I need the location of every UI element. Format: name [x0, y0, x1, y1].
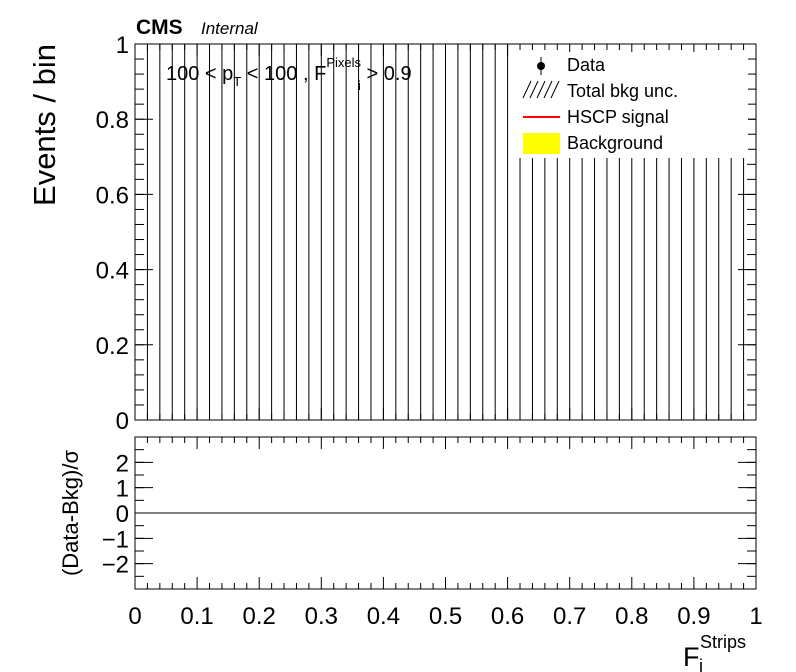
- legend-entry-signal: HSCP signal: [523, 107, 669, 127]
- y-tick-label: 1: [116, 32, 129, 59]
- x-axis-title-superscript: Strips: [700, 632, 746, 652]
- y-tick-label: 0.6: [96, 182, 129, 209]
- x-tick-label: 0.7: [553, 603, 586, 630]
- legend-entry-unc: Total bkg unc.: [522, 80, 678, 101]
- pixels-superscript: Pixels: [326, 55, 361, 70]
- x-tick-label: 0: [128, 603, 141, 630]
- legend-entry-data: Data: [537, 55, 606, 75]
- x-axis-title-subscript: i: [699, 656, 703, 672]
- ratio-y-axis-title: (Data-Bkg)/σ: [58, 450, 83, 576]
- hatch-swatch-icon: [522, 80, 560, 99]
- pixels-subscript: i: [358, 78, 361, 93]
- legend-label-unc: Total bkg unc.: [567, 81, 678, 101]
- selection-annotation: 100 < pT < 100 , FPixels > 0.9: [166, 55, 412, 89]
- x-tick-label: 1: [749, 603, 762, 630]
- legend-label-data: Data: [567, 55, 606, 75]
- legend-label-background: Background: [567, 133, 663, 153]
- main-y-axis-title: Events / bin: [27, 44, 62, 206]
- ratio-x-ticks: 0 0.1 0.2 0.3 0.4 0.5 0.6 0.7 0.8 0.9 1: [128, 437, 763, 630]
- y-tick-label: 0.8: [96, 107, 129, 134]
- x-tick-label: 0.1: [180, 603, 213, 630]
- experiment-label: CMS: [136, 16, 183, 39]
- ratio-y-tick-label: −1: [102, 526, 129, 553]
- y-tick-label: 0.4: [96, 258, 129, 285]
- ratio-y-tick-label: 2: [116, 450, 129, 477]
- pt-high-value: 100: [264, 63, 297, 85]
- x-tick-label: 0.5: [429, 603, 462, 630]
- data-marker-icon: [537, 62, 545, 70]
- y-tick-label: 0: [116, 408, 129, 435]
- main-y-ticks: 0 0.2 0.4 0.6 0.8 1: [96, 32, 756, 435]
- pt-low-value: 100: [166, 63, 199, 85]
- x-tick-label: 0.8: [615, 603, 648, 630]
- x-tick-label: 0.3: [305, 603, 338, 630]
- x-tick-label: 0.9: [677, 603, 710, 630]
- ratio-y-tick-label: 1: [116, 476, 129, 503]
- x-axis-title: F: [683, 642, 700, 672]
- ratio-y-tick-label: −2: [102, 552, 129, 579]
- y-tick-label: 0.2: [96, 333, 129, 360]
- ratio-y-tick-label: 0: [116, 501, 129, 528]
- status-label: Internal: [201, 19, 259, 38]
- x-tick-label: 0.2: [243, 603, 276, 630]
- legend-entry-background: Background: [523, 133, 663, 154]
- x-tick-label: 0.6: [491, 603, 524, 630]
- legend-label-signal: HSCP signal: [567, 107, 669, 127]
- main-x-ticks: [134, 44, 757, 420]
- legend: Data Total bkg unc. HSCP signal Backgrou…: [516, 52, 748, 158]
- main-bin-lines: [146, 44, 745, 420]
- pixels-cut-value: 0.9: [384, 63, 412, 85]
- background-swatch-icon: [523, 133, 560, 154]
- x-tick-label: 0.4: [367, 603, 400, 630]
